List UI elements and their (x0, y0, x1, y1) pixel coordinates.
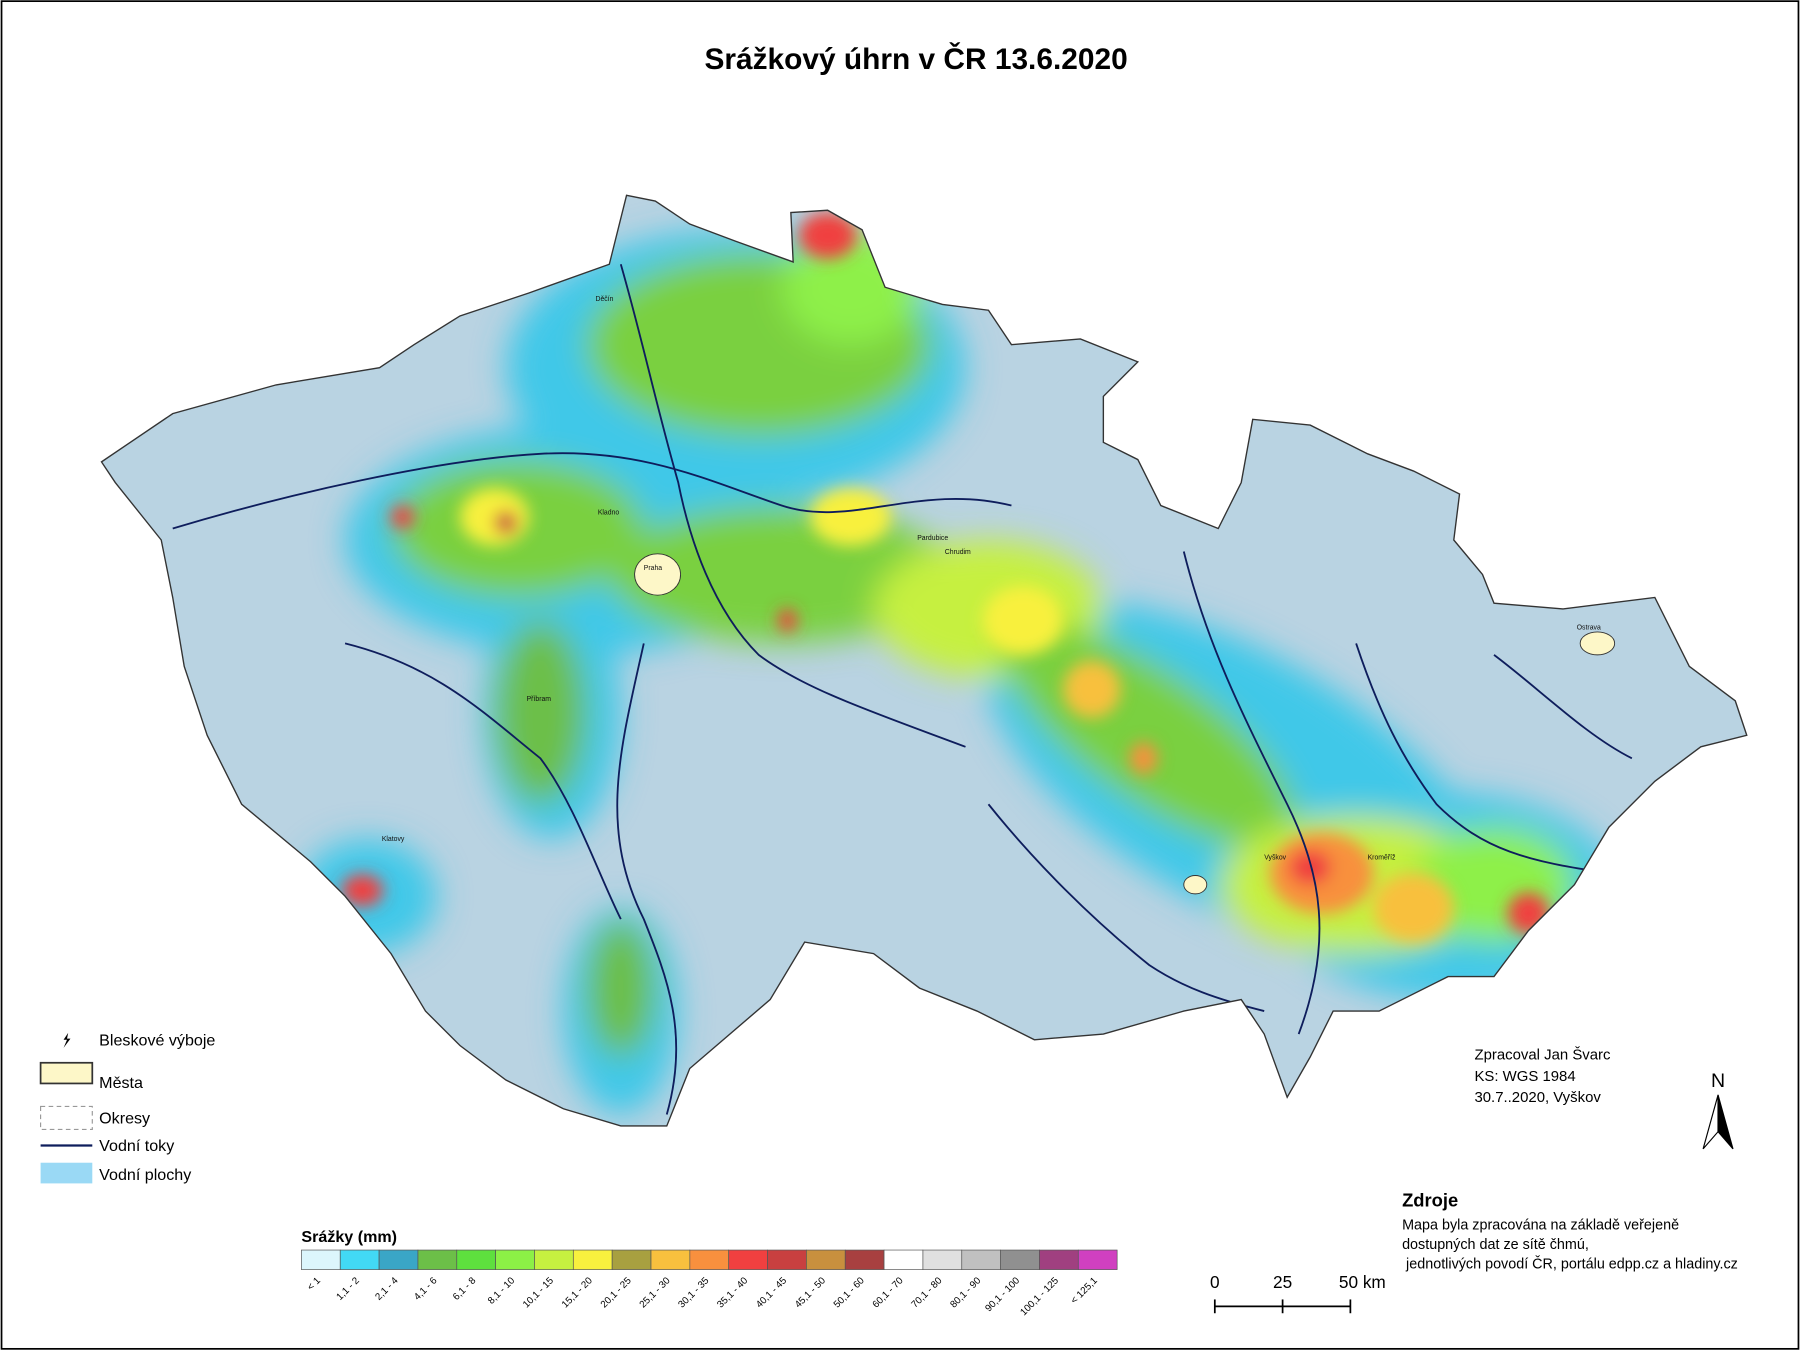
legend-swatch (456, 1249, 496, 1270)
source-line: Mapa byla zpracována na základě veřejeně (1402, 1217, 1679, 1233)
legend-label: Vodní plochy (99, 1166, 191, 1184)
legend-class-label: 8,1 - 10 (486, 1275, 518, 1307)
legend-swatch (1039, 1249, 1079, 1270)
city-label: Praha (644, 565, 663, 572)
scale-label: 50 km (1339, 1272, 1386, 1292)
legend-swatch (611, 1249, 652, 1270)
legend-class-label: 15,1 - 20 (560, 1275, 595, 1310)
rivers (172, 264, 1633, 1115)
legend-swatch (883, 1249, 924, 1270)
legend-swatch (806, 1249, 846, 1270)
legend-swatch (1077, 1249, 1118, 1270)
legend-swatch (961, 1249, 1001, 1270)
legend-swatch (844, 1249, 885, 1270)
credits: Zpracoval Jan Švarc KS: WGS 1984 30.7..2… (1474, 1046, 1611, 1106)
north-label: N (1711, 1070, 1725, 1092)
source-line: jednotlivých povodí ČR, portálu edpp.cz … (1402, 1255, 1738, 1272)
legend-swatch (534, 1249, 574, 1270)
legend-class-label: 2,1 - 4 (373, 1275, 401, 1303)
sources: Mapa byla zpracována na základě veřejeně… (1402, 1217, 1738, 1272)
legend-class-label: 20,1 - 25 (599, 1275, 634, 1310)
legend-class-label: 70,1 - 80 (909, 1275, 944, 1310)
legend-class-label: 35,1 - 40 (715, 1275, 750, 1310)
city-label: Vyškov (1264, 854, 1286, 861)
legend-swatch (728, 1249, 768, 1270)
legend-class-label: 60,1 - 70 (871, 1275, 906, 1310)
precip-legend-title: Srážky (mm) (301, 1228, 397, 1246)
city-label: Příbram (527, 696, 552, 703)
lightning-icon (63, 1032, 71, 1048)
city-label: Ostrava (1577, 625, 1601, 632)
legend-label: Vodní toky (99, 1137, 174, 1155)
city-label: Chrudim (945, 549, 971, 556)
north-arrow: N (1702, 1070, 1734, 1150)
legend-class-label: < 1 (305, 1275, 323, 1293)
legend-label: Bleskové výboje (99, 1032, 215, 1050)
precip-map (101, 195, 1747, 1126)
legend-class-label: 50,1 - 60 (832, 1275, 867, 1310)
legend-class-label: 4,1 - 6 (412, 1275, 439, 1302)
map-legend: Bleskové výboje Města Okresy Vodní toky … (39, 1032, 215, 1184)
legend-class-label: 90,1 - 100 (983, 1275, 1022, 1314)
legend-class-label: 6,1 - 8 (451, 1275, 478, 1302)
legend-swatch (572, 1249, 613, 1270)
legend-swatch (301, 1249, 341, 1270)
city-label: Děčín (596, 296, 614, 303)
credit-line: 30.7..2020, Vyškov (1474, 1089, 1601, 1106)
legend-swatch (378, 1249, 419, 1270)
city-label: Klatovy (382, 836, 405, 843)
legend-swatch (650, 1249, 691, 1270)
legend-class-label: 25,1 - 30 (638, 1275, 673, 1310)
legend-class-label: 80,1 - 90 (948, 1275, 983, 1310)
city-areas (634, 553, 1616, 895)
scale-label: 25 (1273, 1272, 1292, 1292)
city-label: Pardubice (917, 535, 948, 542)
arrow-right (1717, 1094, 1734, 1150)
sources-title: Zdroje (1402, 1189, 1458, 1210)
city-labels: Praha Ostrava Pardubice Chrudim Příbram Klato… (382, 296, 1601, 861)
city-label: Kroměříž (1368, 854, 1396, 861)
legend-class-label: 100,1 - 125 (1018, 1275, 1061, 1318)
legend-class-label: 40,1 - 45 (754, 1275, 789, 1310)
source-line: dostupných dat ze sítě čhmú, (1402, 1237, 1589, 1253)
legend-swatch (767, 1249, 807, 1270)
scale-bar: 0 25 50 km (1210, 1272, 1386, 1314)
legend-class-label: < 125,1 (1069, 1275, 1100, 1306)
legend-class-label: 10,1 - 15 (521, 1275, 556, 1310)
legend-swatch (339, 1249, 380, 1270)
credit-line: KS: WGS 1984 (1474, 1068, 1575, 1085)
precip-legend: < 1 1,1 - 2 2,1 - 4 4,1 - 6 6,1 - 8 8,1 - 10 1… (301, 1249, 1118, 1318)
map-title: Srážkový úhrn v ČR 13.6.2020 (704, 42, 1127, 76)
legend-swatch (417, 1249, 458, 1270)
legend-label: Města (99, 1074, 143, 1092)
scale-label: 0 (1210, 1272, 1220, 1292)
legend-label: Okresy (99, 1110, 150, 1128)
legend-class-label: 1,1 - 2 (334, 1275, 361, 1302)
legend-swatch (689, 1249, 730, 1270)
city-swatch (39, 1061, 94, 1085)
legend-class-label: 30,1 - 35 (676, 1275, 711, 1310)
arrow-left (1702, 1094, 1719, 1150)
legend-class-label: 45,1 - 50 (793, 1275, 828, 1310)
legend-swatch (1000, 1249, 1040, 1270)
district-swatch (40, 1105, 93, 1130)
precip-cores (341, 212, 1550, 943)
legend-swatch (495, 1249, 535, 1270)
city-label: Kladno (598, 510, 620, 517)
water-swatch (40, 1162, 93, 1184)
credit-line: Zpracoval Jan Švarc (1474, 1046, 1611, 1063)
legend-swatch (922, 1249, 963, 1270)
